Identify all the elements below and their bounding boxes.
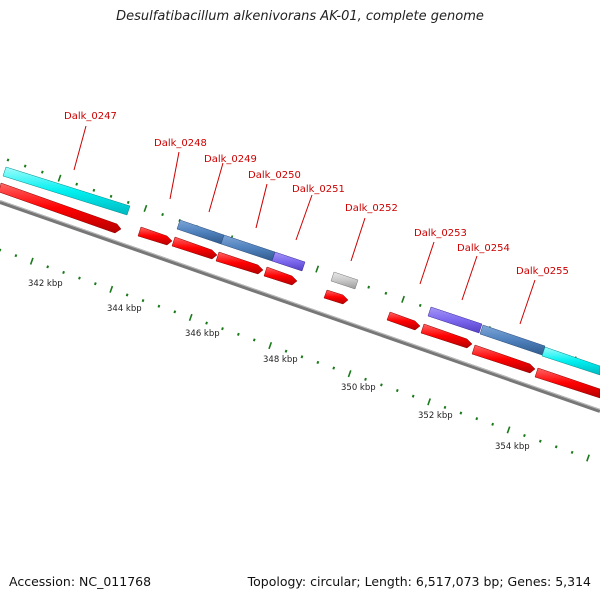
upper-tick-21 (367, 285, 371, 289)
upper-tick-6 (109, 194, 113, 198)
upper-tick-0 (6, 158, 10, 162)
upper-tick-5 (92, 188, 96, 192)
lower-tick-25 (395, 388, 399, 393)
label-leader-lines (73, 125, 536, 325)
lower-tick-11 (173, 310, 177, 314)
upper-tick-2 (40, 170, 44, 174)
lower-tick-14 (221, 327, 224, 331)
lower-tick-23 (364, 377, 367, 381)
gene-next-feature[interactable] (541, 346, 600, 376)
gene-Dalk_0253-cds[interactable] (386, 311, 421, 331)
lower-tick-8 (125, 293, 129, 297)
ruler-label-342: 342 kbp (28, 279, 63, 289)
gene-Dalk_0252-cds[interactable] (323, 289, 349, 305)
gene-Dalk_0248-cds[interactable] (137, 226, 173, 246)
gene-label-Dalk_0252[interactable]: Dalk_0252 (345, 203, 398, 214)
gene-Dalk_0255-cds[interactable] (471, 344, 536, 374)
lower-tick-9 (141, 299, 145, 303)
gene-label-Dalk_0247[interactable]: Dalk_0247 (64, 111, 117, 122)
gene-label-Dalk_0248[interactable]: Dalk_0248 (154, 138, 207, 149)
genome-backbone (0, 200, 600, 413)
ruler-label-346: 346 kbp (185, 329, 220, 339)
lower-tick-2 (29, 257, 34, 265)
lower-tick-18 (284, 349, 288, 353)
lower-tick-28 (443, 405, 447, 409)
gene-label-Dalk_0253[interactable]: Dalk_0253 (414, 228, 467, 239)
lower-tick-13 (205, 321, 208, 325)
upper-tick-22 (384, 291, 388, 295)
upper-tick-24 (418, 303, 422, 307)
lower-tick-10 (157, 304, 161, 308)
gene-Dalk_0250-cds[interactable] (215, 251, 264, 275)
lower-tick-24 (380, 383, 383, 387)
gene-label-Dalk_0255[interactable]: Dalk_0255 (516, 266, 569, 277)
lower-tick-20 (316, 360, 320, 364)
gene-Dalk_0251-cds[interactable] (263, 266, 298, 286)
lower-tick-37 (586, 454, 590, 462)
gene-features (0, 166, 600, 399)
lower-tick-33 (523, 433, 526, 438)
lower-tick-29 (459, 411, 463, 415)
genome-summary-text: Topology: circular; Length: 6,517,073 bp… (247, 574, 591, 589)
ruler-label-344: 344 kbp (107, 304, 142, 314)
lower-tick-31 (491, 422, 495, 426)
lower-tick-22 (347, 370, 352, 378)
lower-tick-12 (188, 313, 193, 322)
upper-tick-18 (315, 265, 320, 273)
accession-text: Accession: NC_011768 (9, 574, 152, 589)
upper-tick-1 (23, 164, 27, 168)
gene-Dalk_0254-cds[interactable] (420, 323, 473, 349)
lower-tick-3 (46, 265, 50, 269)
lower-tick-21 (332, 366, 336, 370)
upper-tick-4 (75, 182, 79, 186)
gene-Dalk_0247-cds[interactable] (0, 182, 122, 234)
ruler-label-352: 352 kbp (418, 411, 453, 421)
lower-tick-6 (93, 282, 97, 286)
lower-tick-7 (109, 285, 114, 293)
lower-tick-16 (252, 338, 256, 342)
upper-tick-7 (126, 200, 130, 204)
ruler-label-354: 354 kbp (495, 442, 530, 452)
gene-label-Dalk_0254[interactable]: Dalk_0254 (457, 243, 510, 254)
gene-label-Dalk_0250[interactable]: Dalk_0250 (248, 170, 301, 181)
ruler-label-348: 348 kbp (263, 355, 298, 365)
lower-tick-26 (411, 394, 415, 398)
lower-tick-30 (475, 417, 479, 421)
gene-label-Dalk_0249[interactable]: Dalk_0249 (204, 154, 257, 165)
gene-Dalk_0255-feature[interactable] (479, 324, 546, 356)
upper-tick-23 (401, 295, 405, 303)
lower-tick-19 (300, 355, 304, 359)
lower-tick-35 (554, 445, 558, 449)
gene-label-Dalk_0251[interactable]: Dalk_0251 (292, 184, 345, 195)
ruler-label-350: 350 kbp (341, 383, 376, 393)
lower-tick-4 (62, 270, 65, 275)
gene-Dalk_0254-feature[interactable] (427, 306, 483, 334)
gene-Dalk_0252-feature[interactable] (330, 271, 359, 290)
upper-tick-8 (143, 204, 148, 213)
upper-tick-3 (57, 174, 62, 182)
gene-Dalk_0247-feature[interactable] (2, 166, 131, 216)
lower-tick-36 (570, 450, 574, 454)
lower-tick-15 (237, 332, 240, 336)
gene-next-cds[interactable] (534, 367, 600, 399)
lower-tick-row (0, 248, 590, 462)
gene-labels: Dalk_0247 Dalk_0248 Dalk_0249 Dalk_0250 … (64, 111, 569, 277)
gene-Dalk_0251-feature[interactable] (271, 251, 306, 272)
lower-tick-1 (14, 254, 18, 258)
map-title: Desulfatibacillum alkenivorans AK-01, co… (116, 9, 484, 24)
lower-tick-27 (427, 398, 432, 406)
upper-tick-9 (161, 212, 164, 217)
lower-tick-5 (78, 276, 81, 280)
lower-tick-32 (506, 426, 511, 434)
lower-tick-17 (268, 342, 273, 350)
lower-tick-34 (538, 439, 542, 443)
gene-Dalk_0249-cds[interactable] (171, 236, 218, 260)
ruler-labels: 342 kbp 344 kbp 346 kbp 348 kbp 350 kbp … (28, 279, 530, 452)
